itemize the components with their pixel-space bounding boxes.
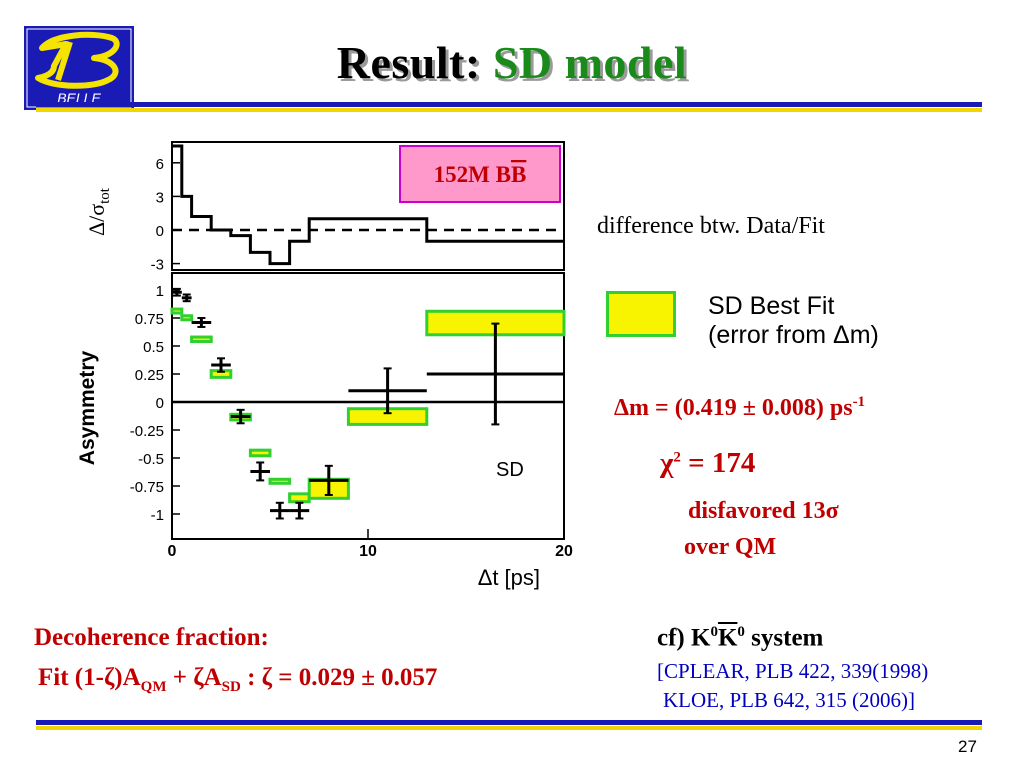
legend-line2: (error from Δm) [708, 321, 879, 349]
over-qm-text: over QM [684, 534, 777, 560]
disfavored-text: disfavored 13σ [688, 498, 839, 524]
sd-fit-box [248, 448, 272, 458]
asym-ytick-label: 0 [156, 395, 164, 412]
x-tick-label: 20 [555, 543, 573, 560]
asym-ytick-label: 0.5 [143, 339, 164, 356]
stat-box-label: 152M BB [434, 162, 527, 187]
page-title: Result: SD model [0, 36, 1024, 89]
residual-ylabel: Δ/σtot [84, 187, 113, 236]
asym-ytick-label: -0.75 [130, 479, 164, 496]
asym-ytick-label: -0.5 [138, 451, 164, 468]
residual-ytick-label: 6 [156, 156, 164, 173]
legend-line1: SD Best Fit [708, 292, 835, 320]
header-rule-yellow [36, 108, 982, 112]
legend-text: SD Best Fit (error from Δm) [708, 292, 879, 350]
title-prefix: Result: [336, 37, 481, 88]
sd-fit-box [288, 492, 311, 504]
footer-rule-yellow [36, 726, 982, 730]
residual-ytick-label: 0 [156, 223, 164, 240]
asym-ytick-label: 0.75 [135, 311, 164, 328]
cf-k0-system: cf) K0K0 system [657, 624, 824, 652]
x-tick-label: 0 [168, 543, 177, 560]
difference-note: difference btw. Data/Fit [597, 213, 825, 239]
fit-formula: Fit (1-ζ)AQM + ζASD : ζ = 0.029 ± 0.057 [38, 664, 438, 695]
asym-ytick-label: 0.25 [135, 367, 164, 384]
header-rule-blue [36, 102, 982, 107]
footer-rule-blue [36, 720, 982, 725]
asymmetry-plot: 6 3 0 -3 1 0.75 0.5 0.25 0 -0.25 -0.5 -0.75 -1 0 10 20… [76, 141, 573, 590]
sd-fit-box [268, 477, 292, 485]
title-highlight: SD model [492, 37, 688, 88]
delta-m-result: Δm = (0.419 ± 0.008) ps-1 [614, 394, 866, 421]
asymmetry-ylabel: Asymmetry [76, 350, 99, 465]
residual-frame [171, 141, 565, 271]
reference-kloe: KLOE, PLB 642, 315 (2006)] [663, 688, 915, 712]
residual-step-line [172, 144, 564, 266]
chi2-result: χ2 = 174 [660, 447, 756, 479]
x-tick-label: 10 [359, 543, 377, 560]
asym-ytick-label: -1 [151, 507, 164, 524]
reference-cplear: [CPLEAR, PLB 422, 339(1998) [657, 659, 929, 683]
stat-box [399, 145, 561, 203]
page-number: 27 [958, 737, 977, 756]
residual-ytick-label: 3 [156, 189, 164, 206]
sd-fit-box [180, 314, 194, 322]
sd-fit-box [170, 307, 184, 315]
x-axis-label: Δt [ps] [478, 565, 540, 590]
belle-logo: BELLE [24, 26, 134, 110]
sd-panel-label: SD [496, 459, 524, 481]
residual-ytick-label: -3 [151, 257, 164, 274]
legend-swatch [606, 291, 676, 337]
sd-fit-box [190, 335, 213, 344]
asym-ytick-label: -0.25 [130, 423, 164, 440]
decoherence-heading: Decoherence fraction: [34, 624, 269, 651]
asym-ytick-label: 1 [156, 283, 164, 300]
